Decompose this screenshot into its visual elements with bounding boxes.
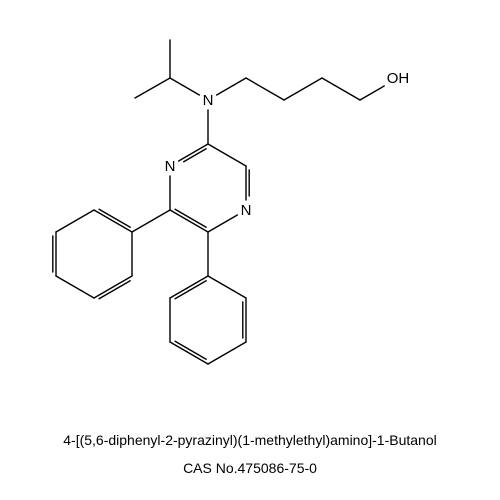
nitrogen-label: N <box>203 92 214 109</box>
nitrogen-label: N <box>241 202 252 219</box>
compound-name: 4-[(5,6-diphenyl-2-pyrazinyl)(1-methylet… <box>0 432 500 448</box>
figure-container: N N N OH 4-[(5,6-diphenyl-2-pyrazinyl)(1-me… <box>0 0 500 500</box>
nitrogen-label: N <box>165 158 176 175</box>
cas-number: CAS No.475086-75-0 <box>0 460 500 476</box>
molecule-diagram: N N N OH <box>0 0 500 410</box>
hydroxyl-label: OH <box>387 70 410 87</box>
